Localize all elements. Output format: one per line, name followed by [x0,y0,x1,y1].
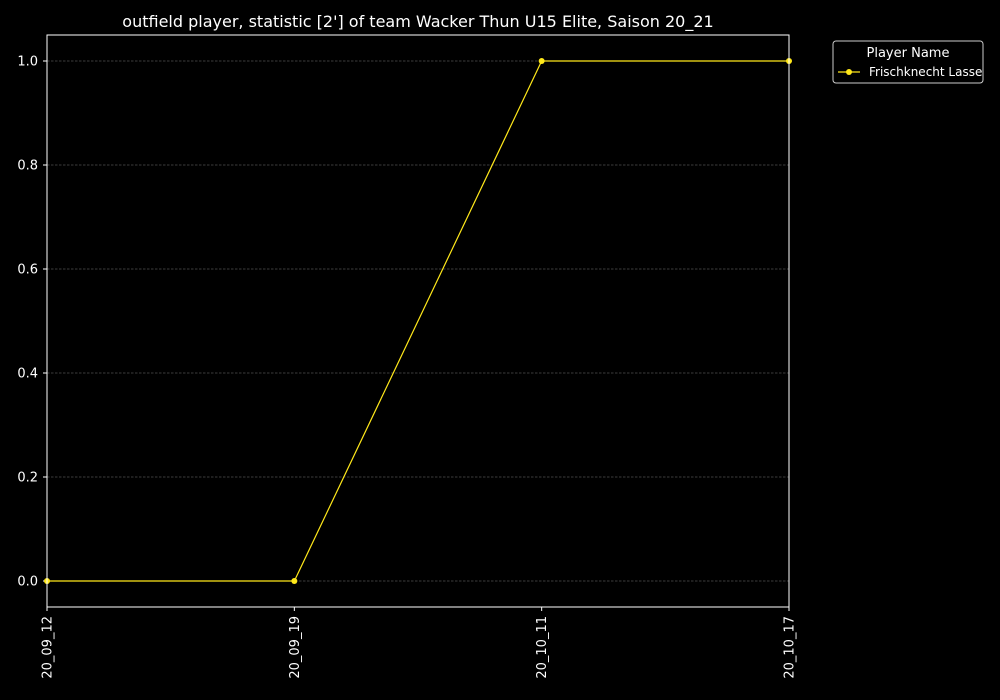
y-tick-label: 0.2 [17,471,38,486]
x-tick-label: 20_09_12 [41,616,56,679]
legend: Player Name Frischknecht Lasse [832,40,984,84]
y-tick-label: 0.8 [17,159,38,174]
x-tick-label: 20_09_19 [288,616,303,679]
legend-series-label: Frischknecht Lasse [869,65,982,79]
legend-box [832,40,984,84]
legend-title: Player Name [867,46,950,61]
x-tick-label: 20_10_17 [783,616,798,679]
x-tick-label: 20_10_11 [535,616,550,679]
chart-title: outfield player, statistic [2'] of team … [122,12,713,32]
data-point [538,58,545,64]
plot-frame [46,34,790,608]
y-tick-label: 0.6 [17,263,38,278]
y-tick-label: 1.0 [17,55,38,70]
x-axis-ticks: 20_09_12 20_09_19 20_10_11 20_10_17 [41,607,798,679]
y-tick-label: 0.0 [17,575,38,590]
data-point [291,578,298,584]
series-lines [44,58,792,584]
y-tick-label: 0.4 [17,367,38,382]
legend-series-marker [846,69,852,75]
y-axis-ticks: 0.0 0.2 0.4 0.6 0.8 1.0 [17,55,47,590]
series-line [47,60,789,582]
